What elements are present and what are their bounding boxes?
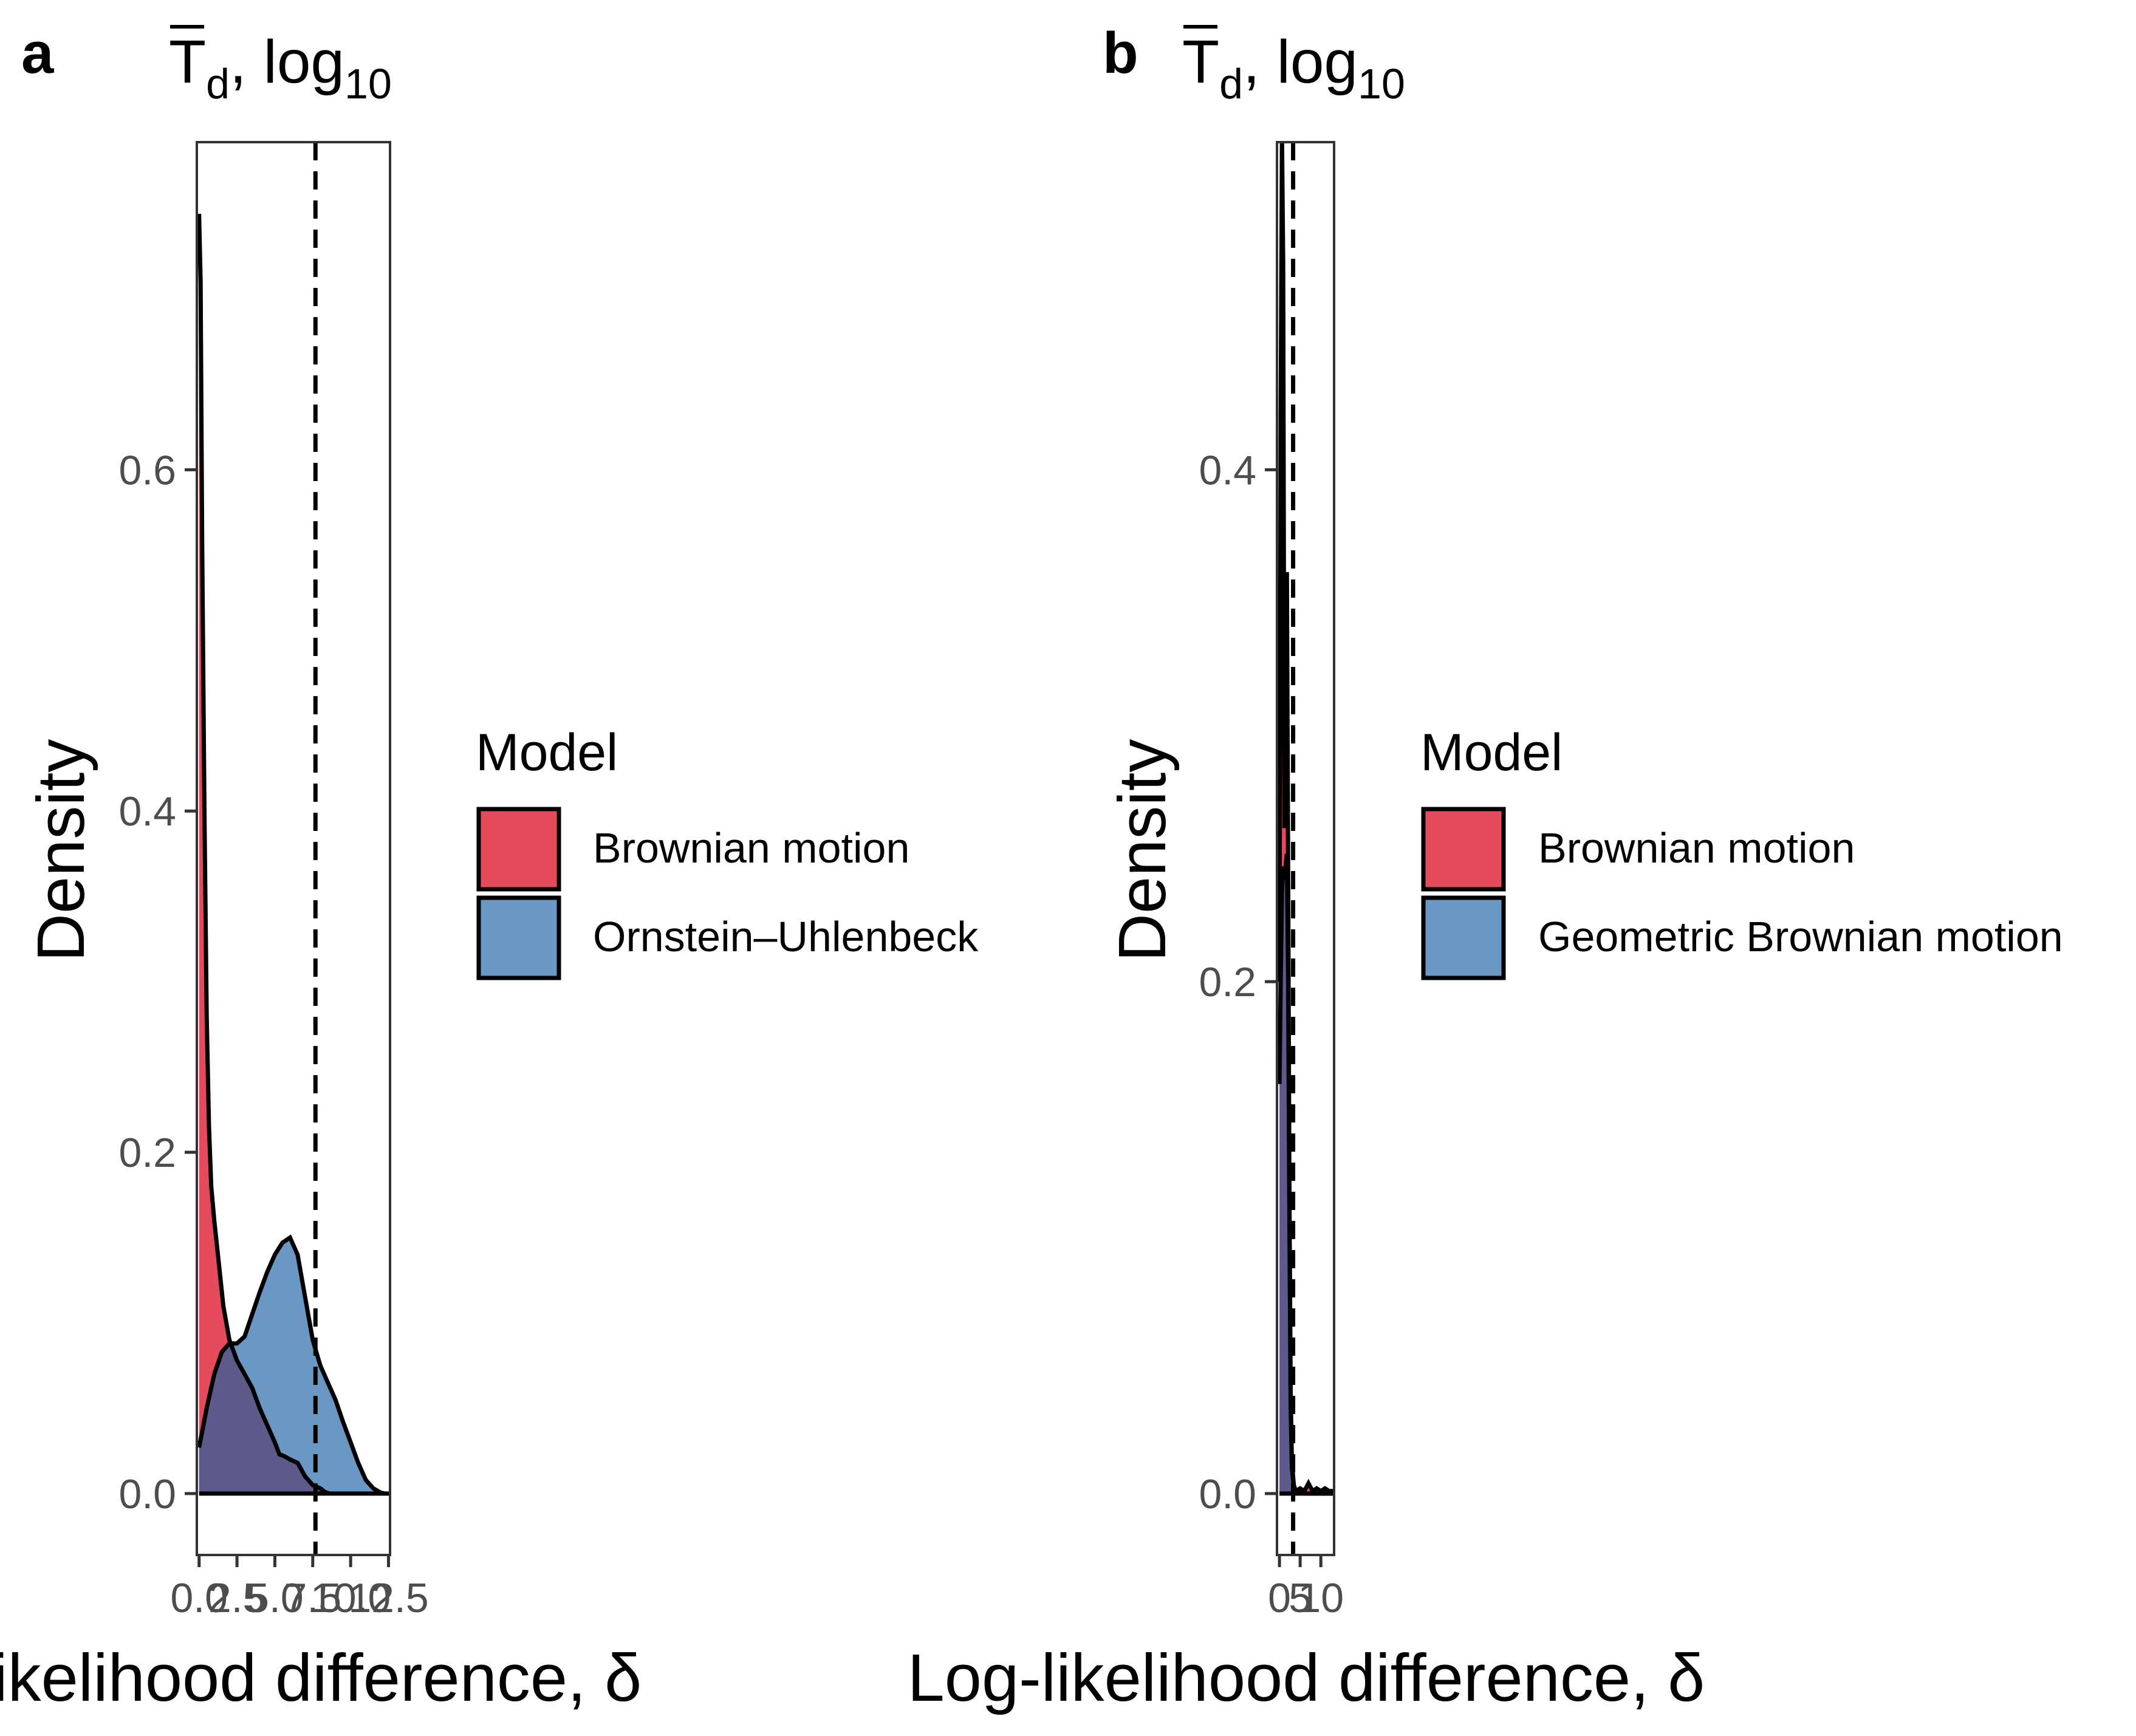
legend-swatch-blue bbox=[476, 895, 561, 980]
y-tick-label: 0.0 bbox=[118, 1471, 176, 1517]
y-tick-label: 0.6 bbox=[118, 447, 176, 493]
legend-title: Model bbox=[476, 723, 618, 782]
legend-swatch-red bbox=[476, 807, 561, 892]
x-tick-label: 5.0 bbox=[246, 1575, 304, 1621]
x-tick-label: 7.5 bbox=[284, 1575, 342, 1621]
panel-a-x-axis-label: Log-likelihood difference, δ bbox=[0, 1641, 642, 1715]
legend-entry-geometric-brownian-motion: Geometric Brownian motion bbox=[1421, 895, 2063, 980]
y-tick-label: 0.0 bbox=[1199, 1471, 1256, 1517]
x-tick-label: 10 bbox=[1298, 1575, 1344, 1621]
legend-label: Brownian motion bbox=[1538, 824, 1855, 872]
panel-b-title: Td, log10 bbox=[1182, 25, 1405, 108]
x-tick-label: 0.0 bbox=[170, 1575, 228, 1621]
panel-a-plot-frame bbox=[196, 141, 391, 1556]
panel-b-label: b bbox=[1103, 21, 1138, 86]
panel-b-plot-frame bbox=[1276, 141, 1335, 1556]
legend-entry-brownian-motion: Brownian motion bbox=[476, 807, 909, 892]
panel-a-label: a bbox=[21, 21, 54, 86]
legend-swatch-red bbox=[1421, 807, 1506, 892]
panel-a-x-axis-ticks: 0.02.55.07.510.012.5 bbox=[170, 1555, 429, 1621]
panel-b-x-axis-label: Log-likelihood difference, δ bbox=[908, 1641, 1705, 1715]
y-tick-label: 0.2 bbox=[1199, 959, 1256, 1005]
panel-b-legend: Model Brownian motion Geometric Brownian… bbox=[1420, 723, 2063, 980]
panel-a-y-axis-ticks: 0.0 0.2 0.4 0.6 bbox=[118, 447, 197, 1517]
density-curve-ornstein-uhlenbeck bbox=[197, 1234, 386, 1496]
x-tick-label: 5 bbox=[1289, 1575, 1312, 1621]
legend-entry-ornstein-uhlenbeck: Ornstein–Uhlenbeck bbox=[476, 895, 979, 980]
panel-b-title-text: Td, log10 bbox=[1182, 28, 1405, 108]
panel-a-title: Td, log10 bbox=[169, 25, 392, 108]
legend-title: Model bbox=[1420, 723, 1563, 782]
panel-a-y-axis-label: Density bbox=[24, 739, 98, 962]
legend-label: Ornstein–Uhlenbeck bbox=[593, 913, 979, 960]
x-tick-label: 12.5 bbox=[348, 1575, 428, 1621]
x-tick-label: 2.5 bbox=[208, 1575, 266, 1621]
y-tick-label: 0.4 bbox=[118, 788, 176, 835]
legend-entry-brownian-motion: Brownian motion bbox=[1421, 807, 1855, 892]
panel-a-title-text: Td, log10 bbox=[169, 28, 392, 108]
x-tick-label: 0 bbox=[1268, 1575, 1291, 1621]
panel-a-legend: Model Brownian motion Ornstein–Uhlenbeck bbox=[476, 723, 979, 980]
y-tick-label: 0.4 bbox=[1199, 447, 1256, 493]
x-tick-label: 10.0 bbox=[310, 1575, 391, 1621]
panel-a: a Td, log10 0.00.20.40.6 0.02.55.07.510.… bbox=[0, 21, 979, 1715]
panel-b-y-axis-ticks: 0.0 0.2 0.4 bbox=[1199, 447, 1277, 1517]
y-tick-label: 0.2 bbox=[118, 1130, 176, 1176]
density-area-overlap bbox=[1279, 853, 1333, 1494]
legend-swatch-blue bbox=[1421, 895, 1506, 980]
legend-label: Geometric Brownian motion bbox=[1538, 913, 2063, 960]
legend-label: Brownian motion bbox=[593, 824, 909, 872]
density-area-brownian-motion bbox=[199, 214, 330, 1494]
panel-b-y-axis-label: Density bbox=[1105, 739, 1180, 962]
density-curve-brownian-motion bbox=[197, 213, 330, 1496]
